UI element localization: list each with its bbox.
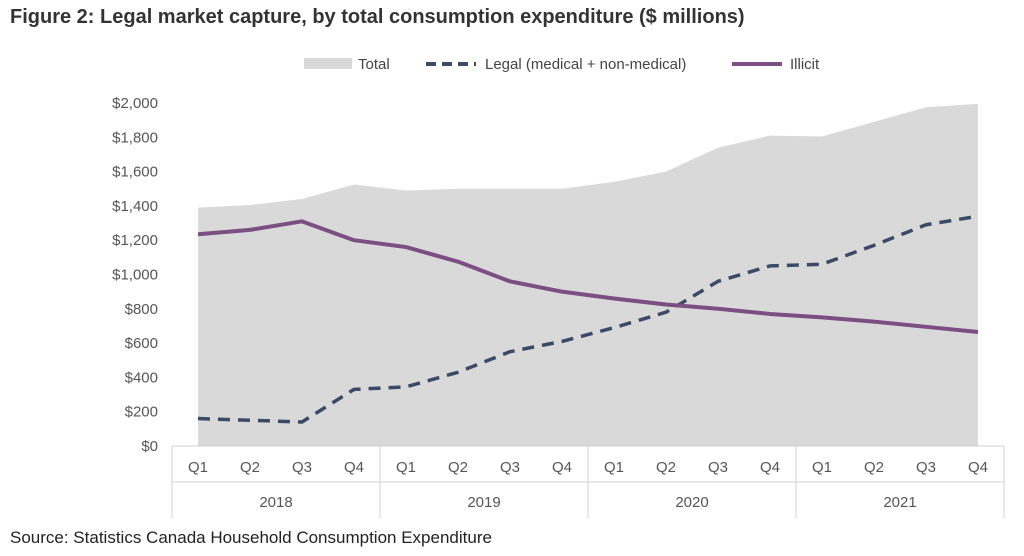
y-tick-label: $1,200 (112, 232, 158, 249)
legend-item-total: Total (304, 56, 390, 73)
x-group-label: 2018 (259, 494, 292, 511)
x-tick-label: Q4 (552, 459, 572, 476)
y-tick-label: $1,400 (112, 198, 158, 215)
x-tick-label: Q2 (240, 459, 260, 476)
series-illicit-line (197, 219, 979, 334)
y-tick-label: $400 (125, 369, 158, 386)
x-group-label: 2021 (883, 494, 916, 511)
x-tick-label: Q1 (396, 459, 416, 476)
series-legal-line (197, 214, 979, 424)
line-layer (197, 214, 979, 424)
x-tick-label: Q3 (708, 459, 728, 476)
y-tick-label: $800 (125, 301, 158, 318)
legend-item-illicit: Illicit (732, 56, 820, 73)
y-tick-label: $2,000 (112, 95, 158, 112)
legend: Total Legal (medical + non-medical) Illici… (304, 56, 820, 73)
legend-label: Legal (medical + non-medical) (485, 56, 686, 73)
x-tick-label: Q1 (604, 459, 624, 476)
series-total-area (198, 103, 978, 447)
y-tick-label: $600 (125, 335, 158, 352)
x-tick-label: Q2 (864, 459, 884, 476)
y-tick-label: $1,000 (112, 267, 158, 284)
x-group-label: 2019 (467, 494, 500, 511)
legend-swatch (304, 58, 352, 69)
chart: Total Legal (medical + non-medical) Illici… (112, 56, 1005, 518)
y-tick-label: $200 (125, 404, 158, 421)
legend-label: Illicit (790, 56, 820, 73)
x-tick-label: Q3 (292, 459, 312, 476)
x-tick-label: Q3 (916, 459, 936, 476)
chart-title: Figure 2: Legal market capture, by total… (10, 6, 745, 28)
y-tick-label: $1,800 (112, 129, 158, 146)
total-area-layer (198, 103, 978, 447)
x-group-label: 2020 (675, 494, 708, 511)
source-note: Source: Statistics Canada Household Cons… (10, 528, 492, 547)
legend-label: Total (358, 56, 390, 73)
x-tick-label: Q2 (656, 459, 676, 476)
y-tick-label: $0 (141, 438, 158, 455)
x-tick-label: Q4 (968, 459, 988, 476)
x-tick-label: Q4 (760, 459, 780, 476)
x-tick-label: Q3 (500, 459, 520, 476)
x-tick-label: Q1 (188, 459, 208, 476)
legend-item-legal: Legal (medical + non-medical) (426, 56, 686, 73)
axis-layer: $0 $200 $400 $600 $800 $1,000 $1,200 $1,400 $1,6… (112, 95, 1005, 518)
y-tick-label: $1,600 (112, 164, 158, 181)
x-tick-label: Q2 (448, 459, 468, 476)
x-tick-label: Q4 (344, 459, 364, 476)
x-tick-label: Q1 (812, 459, 832, 476)
